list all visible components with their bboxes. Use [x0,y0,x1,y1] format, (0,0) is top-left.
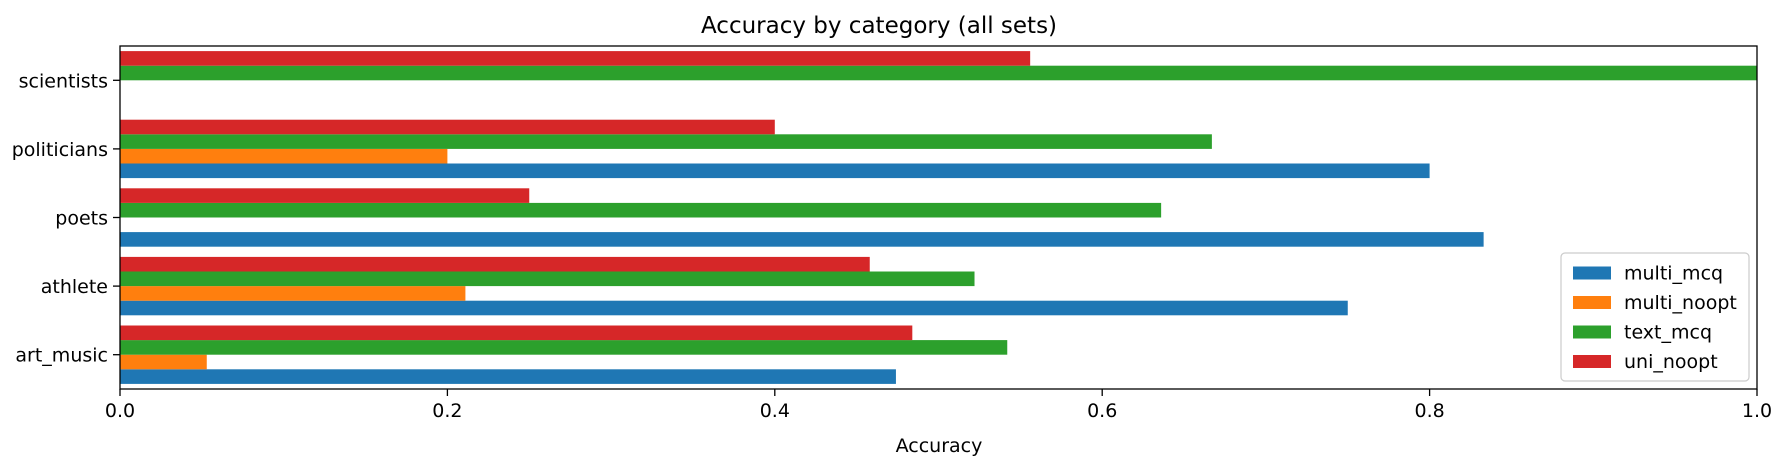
x-tick-label: 0.8 [1414,400,1444,422]
legend-swatch-uni_noopt [1573,355,1611,368]
legend-label-multi_mcq: multi_mcq [1624,263,1723,285]
bar-text_mcq-poets [120,202,1162,218]
bar-text_mcq-scientists [120,65,1757,81]
bar-multi_mcq-athlete [120,300,1348,316]
y-tick-label-art_music: art_music [15,345,108,367]
legend-label-uni_noopt: uni_noopt [1624,351,1718,373]
legend-box [1560,252,1750,382]
bar-uni_noopt-poets [120,188,530,203]
bar-multi_mcq-art_music [120,369,896,384]
x-tick-label: 0.0 [105,400,135,422]
y-tick-label-scientists: scientists [19,70,108,92]
legend-label-text_mcq: text_mcq [1624,322,1712,344]
bar-text_mcq-art_music [120,340,1008,355]
y-tick-label-politicians: politicians [12,139,108,161]
y-tick-label-athlete: athlete [41,276,108,298]
x-axis: 0.0 0.2 0.4 0.6 0.8 1.0 [105,389,1772,422]
legend-swatch-multi_noopt [1573,296,1611,309]
x-axis-title: Accuracy [896,435,983,457]
x-tick-label: 0.6 [1087,400,1117,422]
chart-title: Accuracy by category (all sets) [701,13,1057,39]
y-axis: art_music athlete poets politicians scientis… [12,70,120,367]
legend-swatch-text_mcq [1573,325,1611,339]
bar-text_mcq-politicians [120,134,1212,149]
legend-swatch-multi_mcq [1573,266,1611,280]
bar-multi_noopt-athlete [120,286,466,301]
bar-multi_mcq-poets [120,232,1484,247]
bar-text_mcq-athlete [120,271,975,287]
y-tick-label-poets: poets [55,208,108,230]
bar-uni_noopt-athlete [120,256,870,272]
bar-uni_noopt-politicians [120,119,775,135]
x-tick-label: 0.2 [432,400,462,422]
bar-multi_mcq-politicians [120,163,1430,179]
bar-uni_noopt-art_music [120,325,913,341]
bar-multi_noopt-art_music [120,354,207,370]
legend: multi_mcq multi_noopt text_mcq uni_noopt [1560,252,1750,382]
legend-label-multi_noopt: multi_noopt [1624,292,1737,314]
x-tick-label: 0.4 [760,400,790,422]
x-tick-label: 1.0 [1742,400,1772,422]
bar-uni_noopt-scientists [120,51,1031,66]
bar-multi_noopt-politicians [120,148,448,164]
bars-layer [120,51,1757,384]
